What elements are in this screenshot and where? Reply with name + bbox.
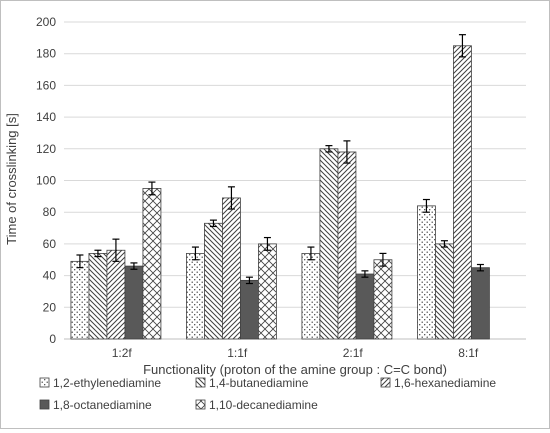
- y-tick-label: 140: [36, 110, 56, 124]
- bar: [106, 249, 126, 340]
- bar: [240, 279, 259, 340]
- bar: [373, 259, 393, 340]
- x-tick-label: 1:2f: [112, 346, 133, 360]
- x-axis-label: Functionality (proton of the amine group…: [143, 362, 447, 377]
- bar: [186, 253, 205, 340]
- legend-item: 1,6-hexanediamine: [380, 376, 496, 390]
- bar: [222, 197, 241, 340]
- y-axis-label: Time of crosslinking [s]: [4, 113, 19, 245]
- bar: [301, 253, 321, 340]
- legend-swatch: [39, 399, 50, 410]
- legend-label: 1,10-decanediamine: [209, 398, 318, 412]
- y-tick-label: 20: [43, 300, 57, 314]
- legend-label: 1,6-hexanediamine: [394, 376, 496, 390]
- legend-label: 1,2-ethylenediamine: [53, 376, 161, 390]
- bar: [471, 267, 490, 340]
- y-tick-label: 60: [43, 237, 57, 251]
- y-tick-label: 80: [43, 205, 57, 219]
- bar: [355, 273, 375, 340]
- legend-item: 1,8-octanediamine: [39, 398, 152, 412]
- bar: [417, 205, 436, 340]
- x-tick-label: 8:1f: [458, 346, 479, 360]
- y-tick-label: 40: [43, 269, 57, 283]
- x-axis-ticks: 1:2f 1:1f 2:1f 8:1f: [112, 346, 479, 360]
- y-tick-label: 0: [49, 332, 56, 346]
- y-axis-ticks: 0 20 40 60 80 100 120 140 160 180 200: [36, 15, 56, 346]
- y-tick-label: 100: [36, 174, 56, 188]
- bar: [204, 222, 223, 340]
- bar: [319, 148, 339, 340]
- legend-swatch: [380, 377, 391, 388]
- bar: [337, 151, 357, 340]
- y-tick-label: 180: [36, 47, 56, 61]
- legend: 1,2-ethylenediamine 1,4-butanediamine 1,6-…: [39, 376, 496, 412]
- bar: [258, 243, 277, 340]
- bar: [435, 243, 454, 340]
- bar: [453, 45, 472, 340]
- legend-swatch: [195, 377, 206, 388]
- legend-label: 1,8-octanediamine: [53, 398, 152, 412]
- y-tick-label: 120: [36, 142, 56, 156]
- x-tick-label: 1:1f: [227, 346, 248, 360]
- legend-swatch: [39, 377, 50, 388]
- y-tick-label: 200: [36, 15, 56, 29]
- legend-swatch: [195, 399, 206, 410]
- bar: [142, 188, 162, 340]
- x-tick-label: 2:1f: [343, 346, 364, 360]
- bars: [70, 45, 490, 340]
- legend-item: 1,10-decanediamine: [195, 398, 318, 412]
- legend-item: 1,2-ethylenediamine: [39, 376, 161, 390]
- y-tick-label: 160: [36, 78, 56, 92]
- error-bars: [76, 34, 484, 285]
- bar: [70, 260, 90, 340]
- bar: [88, 253, 108, 340]
- legend-label: 1,4-butanediamine: [209, 376, 309, 390]
- legend-item: 1,4-butanediamine: [195, 376, 309, 390]
- bar: [124, 265, 144, 340]
